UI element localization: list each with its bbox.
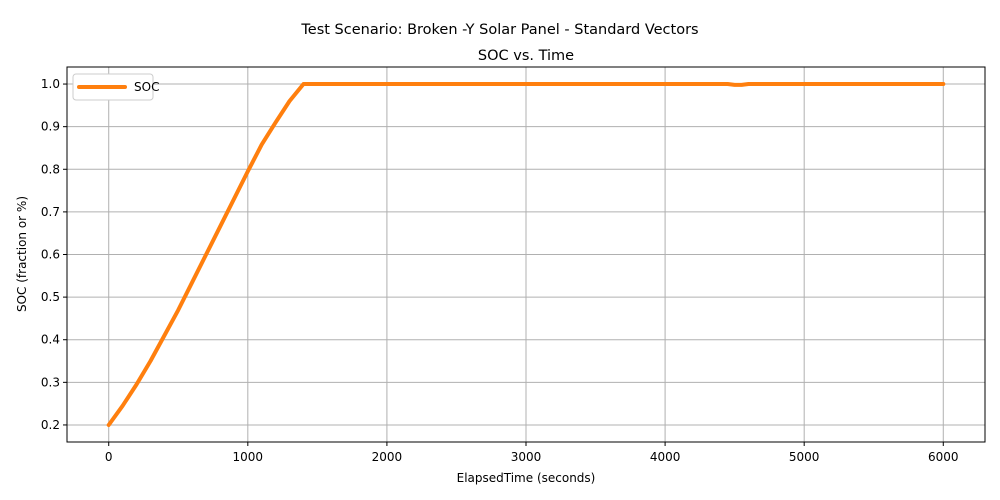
x-axis: 0 1000 2000 3000 4000 5000 6000 — [105, 442, 959, 464]
series-line-soc — [106, 82, 946, 427]
y-tick-label: 0.7 — [41, 205, 60, 219]
y-tick-label: 0.6 — [41, 248, 60, 262]
x-tick-label: 0 — [105, 450, 113, 464]
x-tick-label: 3000 — [511, 450, 542, 464]
y-tick-label: 0.8 — [41, 162, 60, 176]
y-tick-label: 1.0 — [41, 77, 60, 91]
x-tick-label: 4000 — [650, 450, 681, 464]
x-tick-label: 1000 — [233, 450, 264, 464]
chart-suptitle: Test Scenario: Broken -Y Solar Panel - S… — [300, 22, 698, 38]
series-layer — [106, 82, 946, 427]
y-tick-label: 0.3 — [41, 375, 60, 389]
y-axis-label: SOC (fraction or %) — [15, 196, 29, 312]
x-axis-label: ElapsedTime (seconds) — [457, 471, 596, 485]
grid-layer — [67, 67, 985, 442]
x-tick-label: 2000 — [372, 450, 403, 464]
y-axis: 0.2 0.3 0.4 0.5 0.6 0.7 0.8 0.9 1.0 — [41, 77, 67, 432]
legend-label-soc: SOC — [134, 80, 159, 94]
chart-title: SOC vs. Time — [478, 48, 574, 64]
y-tick-label: 0.5 — [41, 290, 60, 304]
y-tick-label: 0.2 — [41, 418, 60, 432]
x-tick-label: 6000 — [928, 450, 959, 464]
y-tick-label: 0.9 — [41, 120, 60, 134]
legend: SOC — [72, 73, 159, 101]
y-tick-label: 0.4 — [41, 333, 60, 347]
x-tick-label: 5000 — [789, 450, 820, 464]
